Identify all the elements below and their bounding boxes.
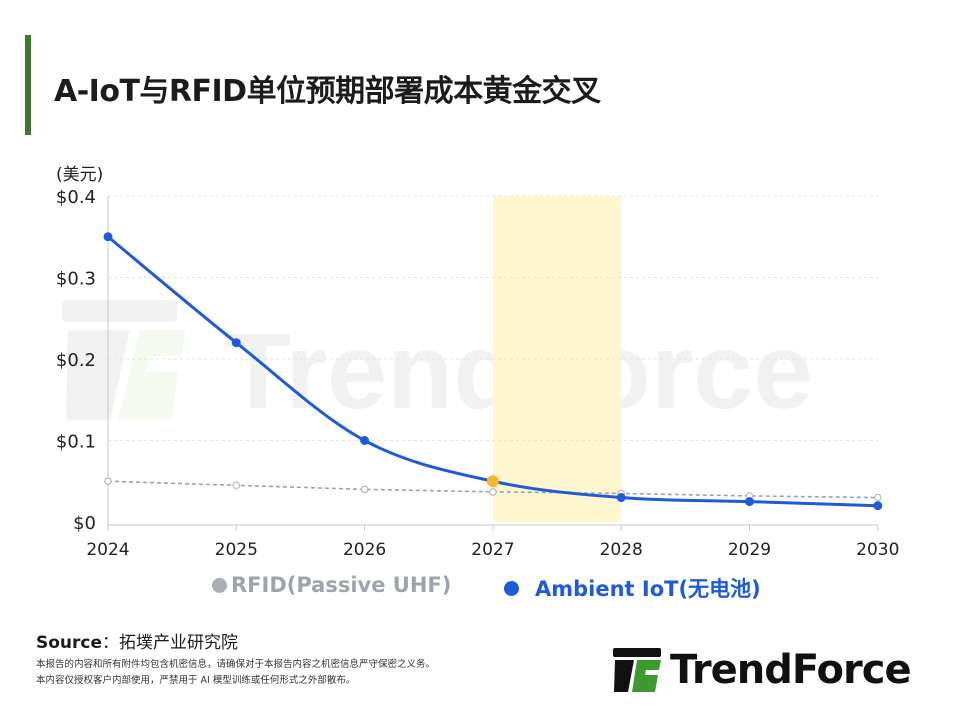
y-tick-label: $0.4 (56, 187, 96, 208)
watermark-mark-top (62, 300, 177, 322)
x-tick-label: 2030 (856, 540, 899, 560)
x-tick-label: 2027 (471, 540, 514, 560)
x-tick-label: 2029 (728, 540, 771, 560)
x-tick-label: 2028 (600, 540, 643, 560)
crossover-highlight-band (492, 196, 622, 522)
watermark-mark-leaf (118, 330, 185, 420)
y-tick-label: $0.3 (56, 269, 96, 290)
x-tick-label: 2025 (215, 540, 258, 560)
trendforce-logo: TrendForce (612, 646, 912, 694)
legend-swatch-rfid (212, 577, 227, 593)
trendforce-logo-icon (613, 648, 661, 692)
data-point-ambient-iot (745, 497, 754, 507)
data-point-ambient-iot (873, 501, 883, 511)
data-point-rfid (873, 493, 882, 502)
watermark: TrendForce (62, 300, 813, 431)
title-accent-bar (25, 35, 31, 135)
x-tick-label: 2026 (343, 540, 386, 560)
y-tick-label: $0 (73, 513, 96, 534)
data-point-ambient-iot (231, 338, 241, 348)
data-point-ambient-iot (103, 232, 113, 242)
source-label: Source (36, 633, 103, 653)
data-point-rfid (232, 481, 241, 490)
data-point-rfid (104, 477, 112, 486)
disclaimer: 本报告的内容和所有附件均包含机密信息，请确保对于本报告内容之机密信息严守保密之义… (36, 657, 435, 689)
data-point-ambient-iot (360, 436, 370, 445)
legend-label-rfid: RFID(Passive UHF) (231, 573, 452, 597)
y-tick-label: $0.1 (56, 432, 96, 453)
data-point-rfid (360, 485, 369, 494)
page-title: A-IoT与RFID单位预期部署成本黄金交叉 (54, 74, 601, 109)
y-axis-unit-label: (美元) (56, 165, 104, 185)
y-tick-label: $0.2 (56, 350, 96, 371)
trendforce-logo-text: TrendForce (670, 647, 912, 693)
x-tick-label: 2024 (86, 540, 129, 560)
legend-swatch-ambient-iot (504, 580, 519, 596)
data-point-rfid (489, 487, 497, 496)
legend-label-ambient-iot: Ambient IoT(无电池) (535, 577, 761, 601)
legend-item-ambient-iot: Ambient IoT(无电池) (504, 573, 761, 603)
source-line: Source：拓墣产业研究院 (36, 628, 238, 653)
crossover-point (486, 475, 499, 488)
watermark-mark-stem (66, 330, 130, 420)
chart-legend: RFID(Passive UHF) Ambient IoT(无电池) (0, 573, 960, 607)
disclaimer-line-2: 本内容仅授权客户内部使用，严禁用于 AI 模型训练或任何形式之外部散布。 (36, 675, 356, 686)
source-value: 拓墣产业研究院 (119, 633, 239, 653)
source-separator: ： (102, 633, 120, 653)
legend-item-rfid: RFID(Passive UHF) (212, 573, 451, 597)
data-point-ambient-iot (616, 493, 626, 503)
disclaimer-line-1: 本报告的内容和所有附件均包含机密信息，请确保对于本报告内容之机密信息严守保密之义… (36, 659, 436, 670)
